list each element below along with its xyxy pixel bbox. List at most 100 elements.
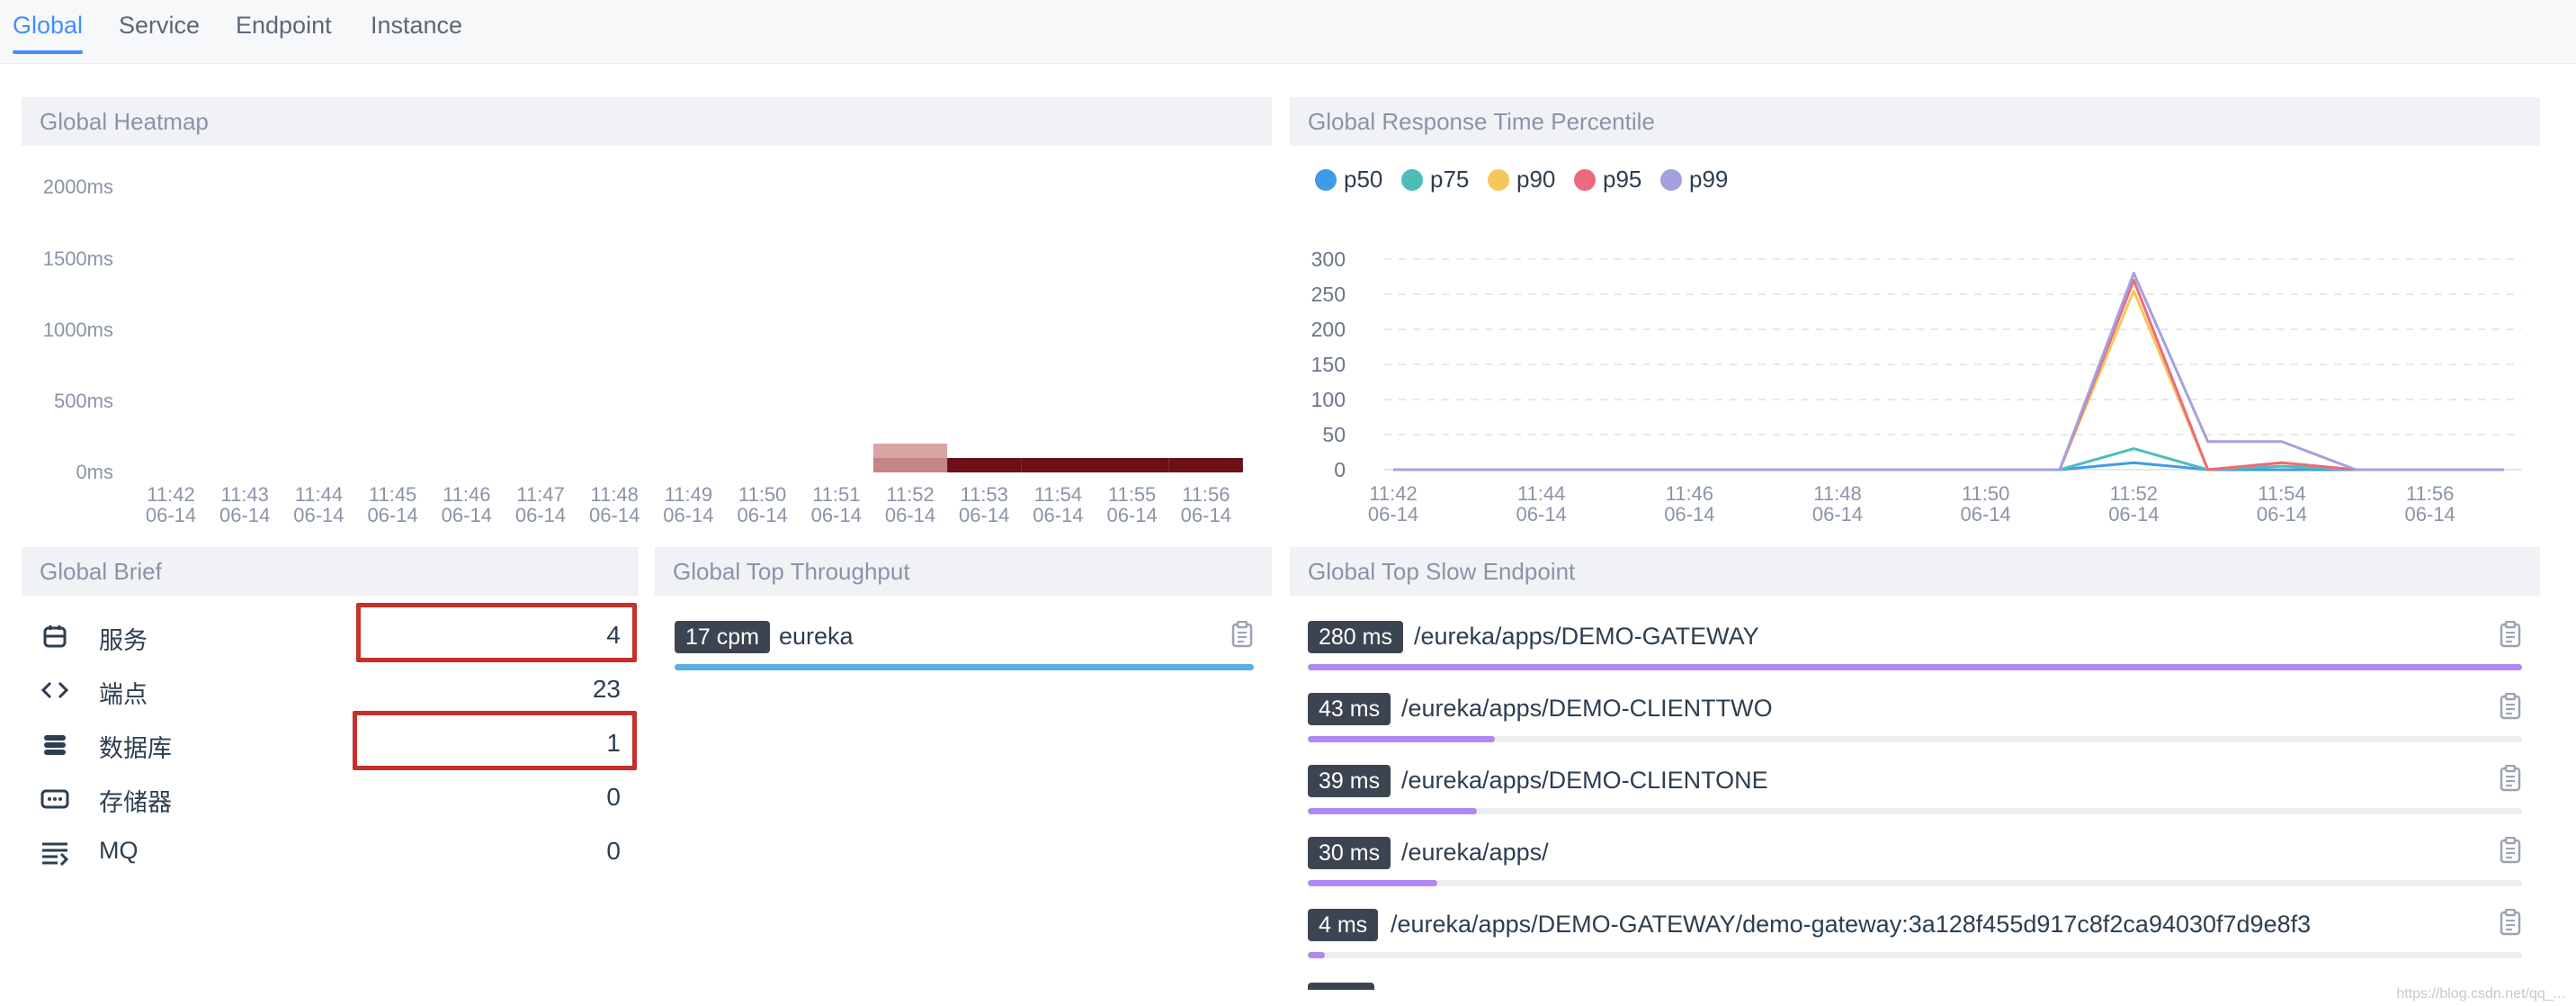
database-icon: [40, 731, 70, 758]
brief-value: 23: [592, 675, 621, 703]
latency-badge: 280 ms: [1308, 621, 1403, 653]
heatmap-cell[interactable]: [947, 458, 1022, 472]
clipboard-icon[interactable]: [2499, 908, 2522, 936]
latency-bar-track: [1308, 808, 2522, 814]
x-tick-label: 11:44: [1517, 482, 1565, 505]
endpoint-name[interactable]: /eureka/apps/DEMO-CLIENTONE: [1401, 767, 1768, 794]
brief-row: 存储器 0: [36, 776, 621, 821]
y-tick-label: 150: [1311, 353, 1346, 376]
heatmap-y-tick: 1500ms: [43, 247, 113, 270]
y-tick-label: 100: [1311, 388, 1346, 411]
endpoint-code-icon: [40, 677, 70, 704]
heatmap-x-tick-time: 11:51: [812, 483, 860, 506]
heatmap-x-tick-date: 06-14: [589, 504, 640, 526]
clipboard-icon[interactable]: [1230, 620, 1254, 648]
heatmap-x-tick-date: 06-14: [1033, 504, 1083, 526]
service-name[interactable]: eureka: [779, 623, 854, 650]
heatmap-cell[interactable]: [872, 444, 948, 458]
percentile-line-chart[interactable]: 05010015020025030011:4206-1411:4406-1411…: [1290, 234, 2549, 531]
heatmap-cell[interactable]: [872, 458, 948, 472]
throughput-panel-title: Global Top Throughput: [655, 547, 1272, 596]
series-line-p90[interactable]: [1393, 289, 2504, 472]
heatmap-y-tick: 500ms: [54, 390, 113, 412]
heatmap-y-tick: 1000ms: [43, 319, 113, 341]
latency-bar-track: [1308, 952, 2522, 958]
legend-label: p75: [1430, 166, 1470, 193]
slow-endpoint-item[interactable]: 39 ms/eureka/apps/DEMO-CLIENTONE: [1308, 764, 2522, 828]
heatmap-x-tick-date: 06-14: [737, 504, 787, 526]
slow-endpoint-item[interactable]: 30 ms/eureka/apps/: [1308, 836, 2522, 900]
series-line-p95[interactable]: [1393, 278, 2504, 472]
tab-service[interactable]: Service: [119, 12, 201, 39]
heatmap-x-tick-time: 11:50: [738, 483, 786, 506]
mq-icon: [40, 839, 70, 867]
heatmap-y-tick: 2000ms: [43, 175, 113, 198]
heatmap-x-tick-time: 11:53: [960, 483, 1007, 506]
slow-endpoint-item[interactable]: 280 ms/eureka/apps/DEMO-GATEWAY: [1308, 620, 2522, 684]
x-tick-sublabel: 06-14: [1961, 503, 2011, 525]
legend-label: p99: [1689, 166, 1729, 193]
legend-dot: [1315, 169, 1337, 191]
y-tick-label: 0: [1334, 458, 1346, 481]
brief-row: 数据库 1: [36, 711, 637, 770]
brief-value: 0: [606, 837, 621, 865]
brief-row: 端点 23: [36, 668, 621, 713]
heatmap-x-tick-time: 11:42: [147, 483, 194, 506]
clipboard-icon[interactable]: [2499, 692, 2522, 720]
series-line-p75[interactable]: [1393, 447, 2504, 472]
heatmap-x-tick-time: 11:55: [1108, 483, 1156, 506]
legend-label: p95: [1603, 166, 1642, 193]
heatmap-x-tick-date: 06-14: [219, 504, 270, 526]
tab-instance[interactable]: Instance: [371, 12, 463, 39]
throughput-item[interactable]: 17 cpm eureka: [675, 620, 1254, 684]
x-tick-label: 11:42: [1369, 482, 1417, 505]
heatmap-x-tick-date: 06-14: [515, 504, 566, 526]
heatmap-x-tick-time: 11:45: [369, 483, 416, 506]
latency-badge: 30 ms: [1308, 837, 1391, 869]
x-tick-sublabel: 06-14: [1664, 503, 1714, 525]
legend-dot: [1574, 169, 1596, 191]
heatmap-cell[interactable]: [1168, 458, 1243, 472]
legend-label: p50: [1344, 166, 1383, 193]
endpoint-name[interactable]: /eureka/apps/: [1401, 839, 1549, 866]
heatmap-x-tick-date: 06-14: [885, 504, 935, 526]
brief-label: 存储器: [99, 789, 172, 816]
x-tick-sublabel: 06-14: [1368, 503, 1418, 525]
heatmap-cell[interactable]: [1095, 458, 1169, 472]
tab-global[interactable]: Global: [13, 7, 84, 54]
heatmap-x-tick-time: 11:54: [1034, 483, 1082, 506]
brief-label: 服务: [99, 627, 148, 654]
brief-panel-title: Global Brief: [22, 547, 639, 596]
heatmap-x-tick-time: 11:48: [590, 483, 638, 506]
x-tick-sublabel: 06-14: [1516, 503, 1567, 525]
endpoint-name[interactable]: /eureka/apps/DEMO-GATEWAY/demo-gateway:3…: [1391, 911, 2312, 938]
slow-endpoint-panel-title: Global Top Slow Endpoint: [1290, 547, 2540, 596]
x-tick-label: 11:56: [2406, 482, 2454, 505]
heatmap-x-tick-time: 11:47: [516, 483, 564, 506]
heatmap-x-tick-time: 11:52: [886, 483, 934, 506]
clipboard-icon[interactable]: [2499, 764, 2522, 792]
endpoint-name[interactable]: /eureka/apps/DEMO-GATEWAY: [1414, 623, 1759, 650]
y-tick-label: 200: [1311, 318, 1346, 341]
annotation-highlight-box: [353, 711, 637, 770]
endpoint-name[interactable]: /eureka/apps/DEMO-CLIENTTWO: [1401, 695, 1773, 722]
clipboard-icon[interactable]: [2499, 620, 2522, 648]
slow-endpoint-item[interactable]: 43 ms/eureka/apps/DEMO-CLIENTTWO: [1308, 692, 2522, 756]
brief-label: 端点: [99, 681, 148, 708]
heatmap-cell[interactable]: [1021, 458, 1096, 472]
x-tick-sublabel: 06-14: [2257, 503, 2307, 525]
tab-endpoint[interactable]: Endpoint: [236, 12, 332, 39]
service-icon: [40, 623, 70, 650]
heatmap-x-tick-date: 06-14: [146, 504, 196, 526]
heatmap-x-tick-date: 06-14: [663, 504, 713, 526]
series-line-p99[interactable]: [1393, 272, 2504, 472]
brief-label: MQ: [99, 837, 139, 864]
global-heatmap-chart[interactable]: 2000ms1500ms1000ms500ms0ms11:4206-1411:4…: [22, 153, 1281, 531]
clipboard-icon[interactable]: [2499, 836, 2522, 864]
cpm-badge: 17 cpm: [675, 621, 770, 653]
brief-value: 1: [606, 729, 621, 757]
heatmap-panel-title: Global Heatmap: [22, 97, 1272, 146]
heatmap-y-tick: 0ms: [76, 461, 113, 483]
y-tick-label: 250: [1311, 283, 1346, 306]
slow-endpoint-item[interactable]: 4 ms/eureka/apps/DEMO-GATEWAY/demo-gatew…: [1308, 908, 2522, 972]
